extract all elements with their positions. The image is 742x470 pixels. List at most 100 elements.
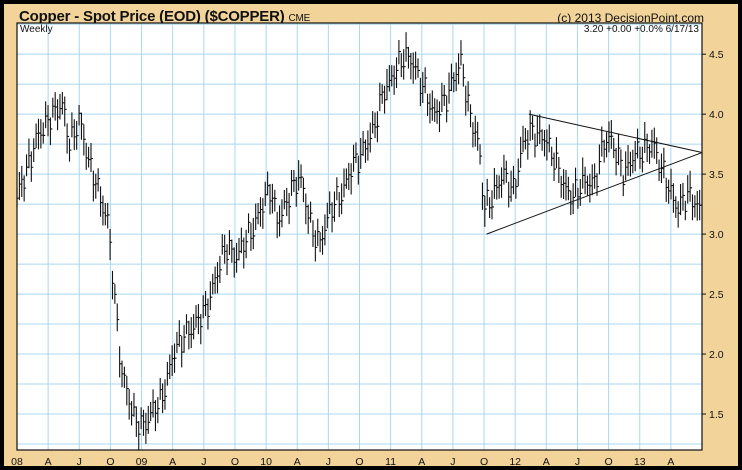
- price-bar: [677, 201, 681, 228]
- price-bar: [541, 129, 545, 151]
- x-tick-label: 13: [634, 456, 646, 466]
- price-bar: [551, 146, 554, 167]
- price-bar: [164, 379, 167, 410]
- y-tick-label: 4.5: [709, 49, 724, 61]
- price-bar: [128, 388, 132, 420]
- x-tick-label: A: [294, 456, 301, 466]
- price-bar: [563, 169, 566, 199]
- price-bar: [515, 179, 518, 199]
- price-bar: [689, 170, 693, 202]
- price-bar: [107, 202, 110, 229]
- price-bar: [238, 238, 241, 261]
- price-bar: [536, 115, 540, 147]
- price-bar: [591, 164, 595, 196]
- price-bar: [321, 226, 325, 255]
- price-bar: [510, 170, 514, 202]
- x-tick-label: J: [326, 456, 331, 466]
- plot-border: [16, 22, 703, 451]
- price-bar: [391, 65, 394, 87]
- price-bar: [560, 175, 564, 198]
- price-bar: [314, 230, 318, 262]
- chart-frame: Copper - Spot Price (EOD) ($COPPER) CME (…: [4, 4, 738, 466]
- price-bar: [500, 167, 504, 198]
- price-bar: [18, 172, 22, 201]
- price-bar: [138, 421, 141, 451]
- price-bar: [228, 230, 232, 256]
- price-bar: [200, 313, 203, 345]
- copyright: (c) 2013 DecisionPoint.com: [557, 11, 704, 25]
- price-bar: [548, 124, 552, 153]
- price-bar: [641, 146, 645, 173]
- price-bar: [145, 412, 148, 444]
- price-bar: [472, 122, 475, 148]
- price-bar: [479, 144, 483, 165]
- price-bar: [83, 124, 86, 156]
- x-tick-label: J: [450, 456, 455, 466]
- price-bar: [608, 121, 611, 153]
- price-bar: [434, 98, 437, 122]
- price-bar: [646, 133, 650, 163]
- price-bar: [97, 168, 101, 192]
- price-bar: [147, 405, 151, 434]
- price-bar: [350, 163, 354, 195]
- x-tick-label: A: [169, 456, 176, 466]
- price-bar: [426, 93, 430, 116]
- price-bar: [162, 383, 165, 414]
- x-tick-label: J: [201, 456, 206, 466]
- price-bar: [422, 71, 425, 103]
- price-bar: [85, 142, 89, 170]
- price-bar: [193, 313, 196, 340]
- price-bar: [687, 175, 690, 204]
- triangle-lower-trendline: [486, 152, 703, 235]
- y-tick-label: 4.0: [709, 109, 724, 121]
- price-bar: [37, 118, 41, 150]
- price-bar: [534, 133, 537, 158]
- y-tick-label: 3.5: [709, 169, 724, 181]
- price-bar: [30, 151, 34, 182]
- x-tick-label: J: [77, 456, 82, 466]
- price-bar: [66, 123, 70, 154]
- price-bar: [386, 69, 389, 101]
- price-bar: [503, 154, 506, 185]
- price-bar: [610, 120, 614, 149]
- price-bar: [92, 170, 96, 202]
- triangle-upper-trendline: [528, 113, 703, 154]
- price-bar: [496, 174, 499, 200]
- price-bar: [546, 129, 549, 161]
- price-bar: [178, 320, 182, 347]
- price-bar: [465, 85, 468, 116]
- price-bar: [627, 145, 631, 176]
- price-bar: [446, 95, 449, 123]
- price-bar: [398, 39, 401, 65]
- price-bar: [281, 199, 284, 228]
- price-bar: [493, 168, 497, 199]
- price-bar: [188, 320, 191, 350]
- price-bar: [71, 112, 74, 138]
- price-bar: [283, 190, 287, 210]
- price-bar: [64, 96, 67, 127]
- price-bar: [195, 305, 199, 328]
- price-bar: [484, 195, 487, 227]
- price-bar: [274, 189, 277, 212]
- price-bar: [491, 190, 494, 220]
- x-tick-label: O: [605, 456, 613, 466]
- price-bar: [410, 53, 413, 80]
- price-bar: [236, 242, 239, 273]
- price-bar: [250, 223, 253, 251]
- price-bar: [360, 138, 363, 169]
- price-bar: [477, 121, 480, 151]
- period-label: Weekly: [20, 24, 53, 35]
- chart-title: Copper - Spot Price (EOD) ($COPPER) CME: [19, 8, 310, 25]
- y-tick-label: 1.5: [709, 409, 724, 421]
- price-bar: [508, 181, 511, 208]
- price-bar: [438, 101, 442, 133]
- price-bar: [157, 397, 160, 424]
- price-bar: [271, 183, 275, 214]
- price-bar: [257, 202, 261, 225]
- price-bar: [317, 218, 320, 247]
- x-tick-label: O: [355, 456, 363, 466]
- price-bar: [338, 191, 342, 218]
- y-tick-label: 2.5: [709, 289, 724, 301]
- price-bar: [400, 53, 404, 78]
- price-bar: [357, 155, 361, 185]
